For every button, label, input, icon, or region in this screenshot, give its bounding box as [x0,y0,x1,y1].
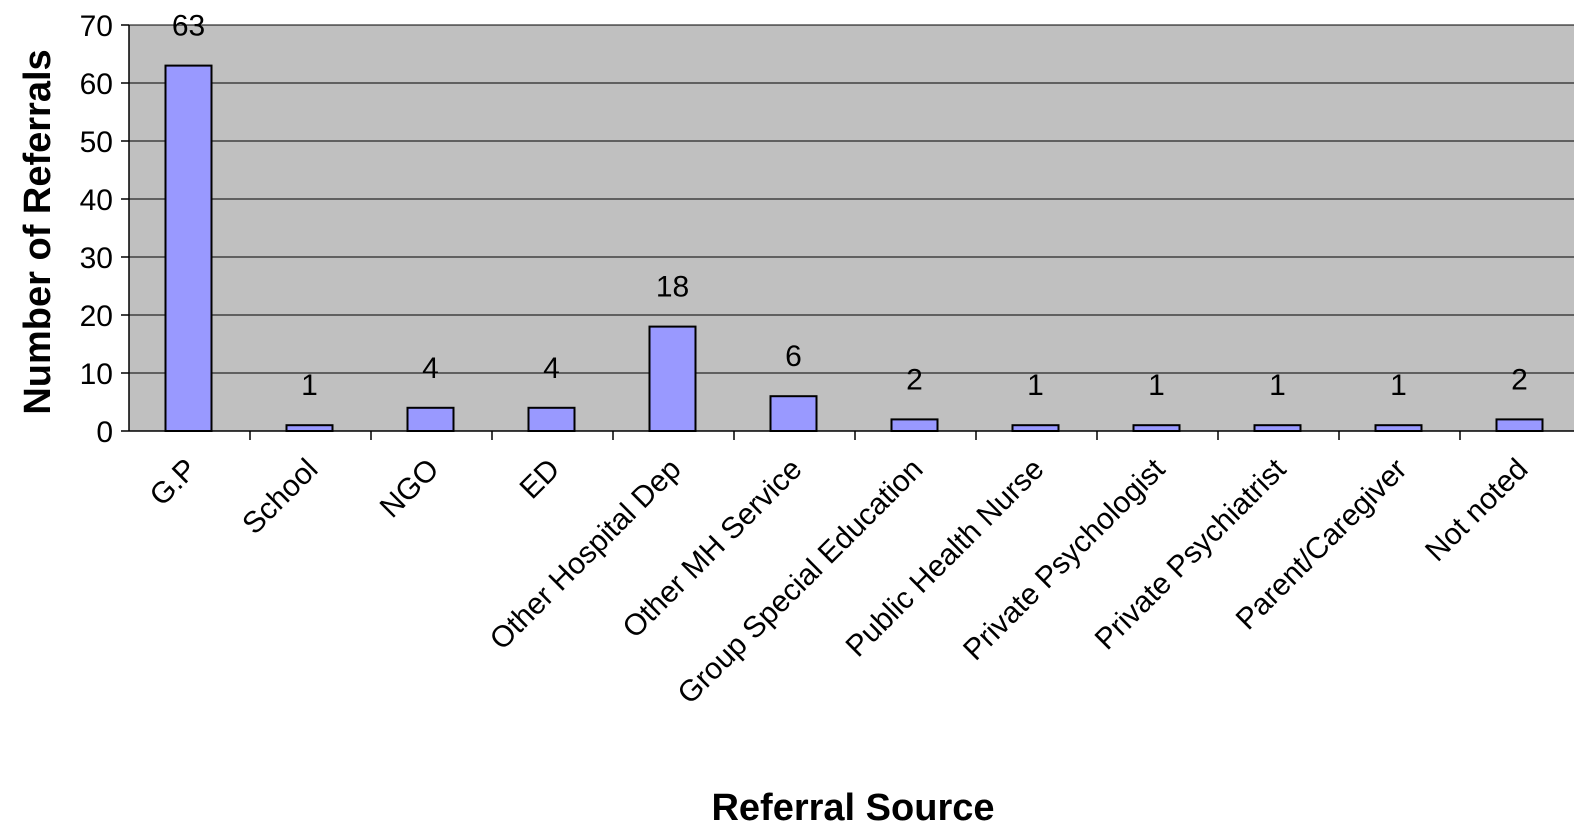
category-label: School [236,453,324,541]
y-tick-label: 0 [96,416,113,449]
bar [648,325,697,433]
category-label: G.P [144,453,204,513]
y-tick-label: 50 [80,126,113,159]
data-label: 1 [1148,369,1165,402]
data-label: 1 [1027,369,1044,402]
bar [1253,424,1302,433]
category-label: Private Psychologist [957,452,1172,667]
y-axis-title: Number of Referrals [17,49,59,414]
data-label: 2 [906,363,923,396]
y-tick-label: 40 [80,184,113,217]
data-label: 18 [656,271,689,304]
category-label: Group Special Education [671,453,929,711]
bar [527,406,576,432]
category-label: Not noted [1419,453,1534,568]
data-label: 63 [172,10,205,43]
category-label: NGO [374,453,446,525]
data-label: 4 [543,352,560,385]
data-label: 2 [1511,363,1528,396]
category-label: Public Health Nurse [840,453,1051,664]
bar [406,406,455,432]
data-label: 6 [785,340,802,373]
bar [285,424,334,433]
bar [164,64,213,432]
bar [1374,424,1423,433]
data-label: 4 [422,352,439,385]
plot-background [129,25,1574,431]
data-label: 1 [1269,369,1286,402]
data-label: 1 [301,369,318,402]
y-tick-label: 60 [80,68,113,101]
y-tick-label: 10 [80,358,113,391]
bar [1011,424,1060,433]
gridlines [129,24,1574,374]
bar [1495,418,1544,432]
y-tick-label: 70 [80,10,113,43]
bar [890,418,939,432]
bar [769,395,818,433]
x-axis-title: Referral Source [711,787,994,829]
data-label: 1 [1390,369,1407,402]
y-tick-label: 20 [80,300,113,333]
axes [121,24,1574,440]
bar [1132,424,1181,433]
category-label: ED [514,453,567,506]
y-tick-label: 30 [80,242,113,275]
